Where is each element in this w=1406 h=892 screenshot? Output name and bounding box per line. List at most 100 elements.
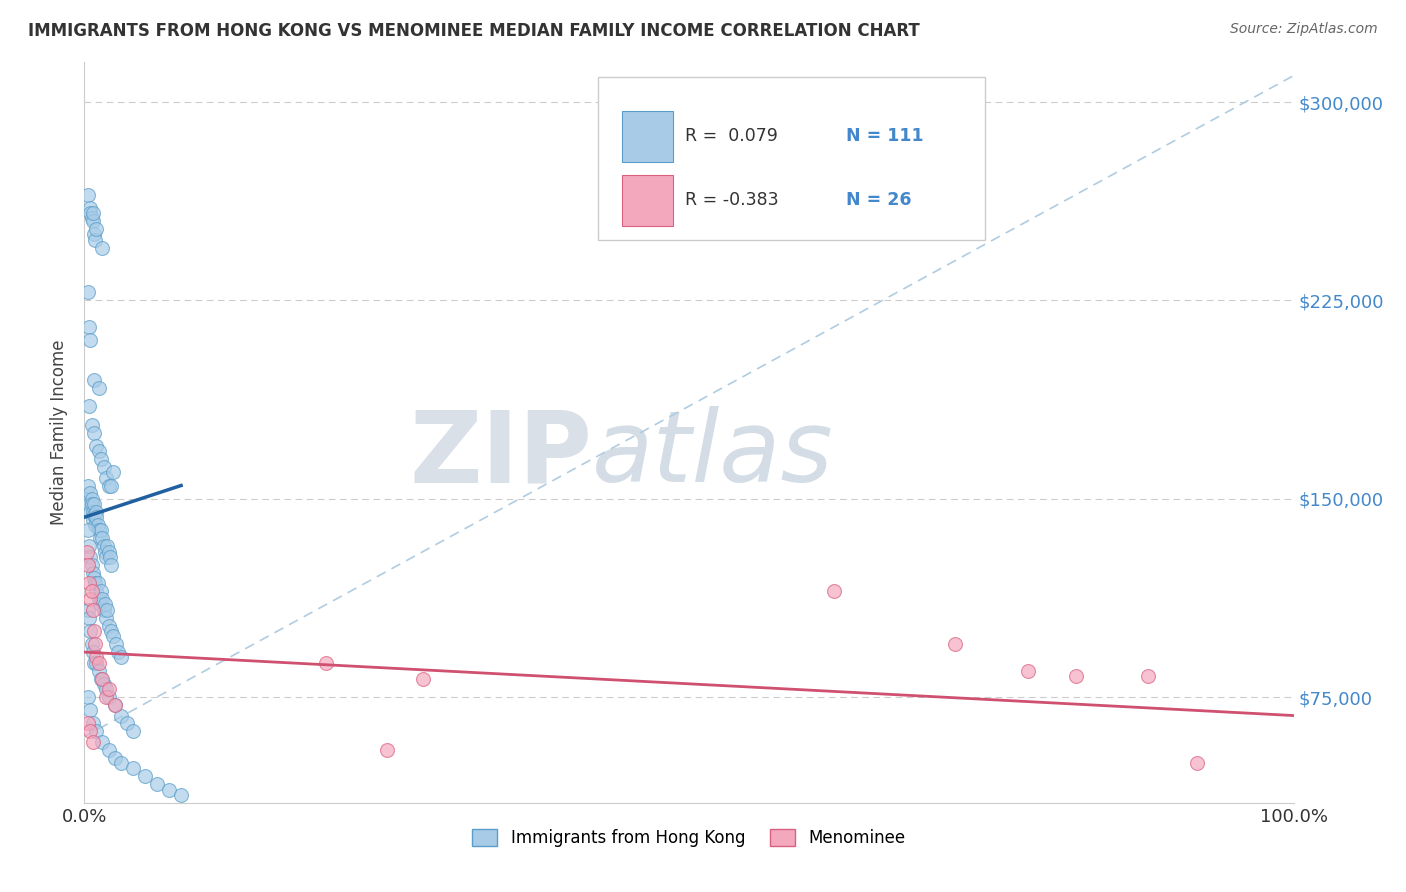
Point <box>104 637 127 651</box>
Point <box>97 478 120 492</box>
Point <box>97 618 120 632</box>
Point <box>94 470 117 484</box>
Point <box>83 656 105 670</box>
Y-axis label: Median Family Income: Median Family Income <box>51 340 69 525</box>
Text: N = 111: N = 111 <box>846 128 924 145</box>
Point <box>96 539 118 553</box>
Point <box>86 518 108 533</box>
Point <box>146 777 169 791</box>
Point <box>87 592 110 607</box>
Point <box>79 505 101 519</box>
Point <box>110 708 132 723</box>
Point <box>82 505 104 519</box>
Point <box>121 761 143 775</box>
Point <box>375 743 398 757</box>
Point <box>93 603 115 617</box>
Point <box>77 285 100 300</box>
Point <box>80 558 103 572</box>
Point <box>107 645 129 659</box>
Point <box>77 497 100 511</box>
Point <box>83 624 105 638</box>
Point <box>823 584 845 599</box>
Point <box>83 227 105 242</box>
Point <box>79 206 101 220</box>
Text: IMMIGRANTS FROM HONG KONG VS MENOMINEE MEDIAN FAMILY INCOME CORRELATION CHART: IMMIGRANTS FROM HONG KONG VS MENOMINEE M… <box>28 22 920 40</box>
Point <box>79 486 101 500</box>
Point <box>94 610 117 624</box>
Point <box>86 724 108 739</box>
Point <box>91 735 114 749</box>
Point <box>79 333 101 347</box>
Point <box>84 233 107 247</box>
Point <box>103 629 125 643</box>
Point <box>90 452 112 467</box>
Point <box>77 690 100 704</box>
Point <box>93 460 115 475</box>
Point <box>86 650 108 665</box>
Point <box>134 769 156 783</box>
Legend: Immigrants from Hong Kong, Menominee: Immigrants from Hong Kong, Menominee <box>465 822 912 854</box>
Point <box>84 518 107 533</box>
Point <box>77 524 100 538</box>
Point <box>87 664 110 678</box>
Point <box>77 399 100 413</box>
Text: ZIP: ZIP <box>409 407 592 503</box>
Point <box>77 187 100 202</box>
Point <box>79 201 101 215</box>
Point <box>80 584 103 599</box>
Point <box>1185 756 1208 771</box>
Text: R =  0.079: R = 0.079 <box>685 128 778 145</box>
Point <box>110 756 132 771</box>
Point <box>76 491 98 506</box>
Point <box>82 735 104 749</box>
Point <box>943 637 966 651</box>
FancyBboxPatch shape <box>623 175 673 226</box>
Point <box>80 497 103 511</box>
Point <box>83 425 105 440</box>
Point <box>91 672 114 686</box>
Point <box>77 478 100 492</box>
Point <box>84 576 107 591</box>
Point <box>89 532 111 546</box>
Point <box>1064 669 1087 683</box>
Point <box>121 724 143 739</box>
Point <box>103 465 125 479</box>
Text: atlas: atlas <box>592 407 834 503</box>
Point <box>79 624 101 638</box>
Point <box>115 716 138 731</box>
Point <box>86 656 108 670</box>
Point <box>97 544 120 558</box>
Point <box>100 558 122 572</box>
Point <box>82 513 104 527</box>
Point <box>94 549 117 564</box>
Point <box>77 716 100 731</box>
Point <box>79 703 101 717</box>
Point <box>84 637 107 651</box>
Point <box>104 698 127 712</box>
Point <box>77 539 100 553</box>
FancyBboxPatch shape <box>599 78 986 240</box>
Point <box>94 690 117 704</box>
Point <box>97 743 120 757</box>
Point <box>315 656 337 670</box>
Point <box>97 690 120 704</box>
Point <box>86 584 108 599</box>
Point <box>79 724 101 739</box>
Point <box>86 439 108 453</box>
Point <box>87 444 110 458</box>
Point <box>80 491 103 506</box>
Point <box>80 211 103 226</box>
Point <box>94 682 117 697</box>
Point <box>82 566 104 580</box>
Text: R = -0.383: R = -0.383 <box>685 191 779 209</box>
Point <box>94 544 117 558</box>
Point <box>77 576 100 591</box>
Point <box>87 524 110 538</box>
Point <box>86 576 108 591</box>
Point <box>110 650 132 665</box>
Point <box>83 373 105 387</box>
Point <box>82 645 104 659</box>
Point <box>157 782 180 797</box>
Point <box>104 698 127 712</box>
Point <box>90 584 112 599</box>
